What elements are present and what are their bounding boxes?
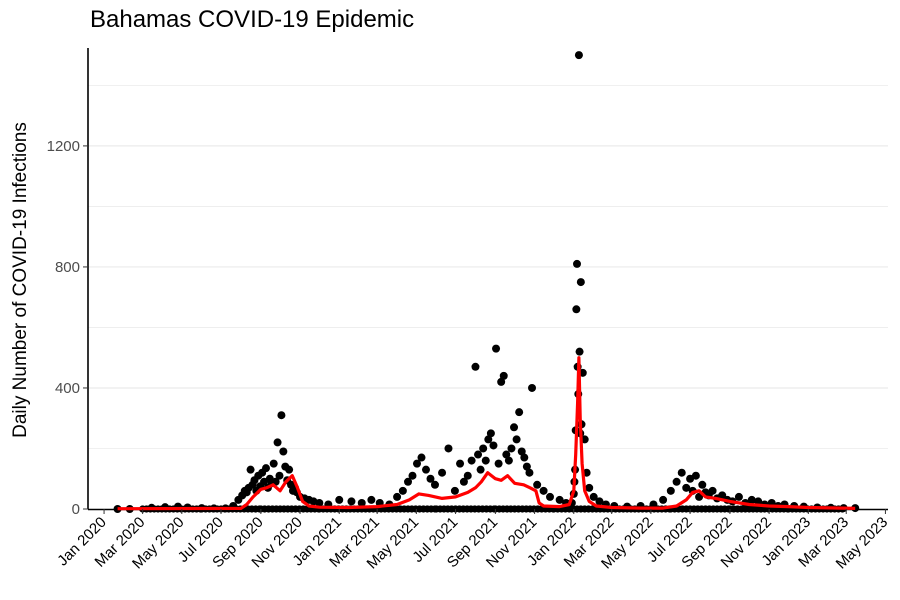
data-point [467, 456, 476, 465]
data-point [393, 492, 402, 501]
data-point [471, 362, 480, 371]
data-point [677, 468, 686, 477]
y-tick-label: 0 [72, 501, 80, 518]
data-point [261, 464, 270, 473]
data-point [450, 486, 459, 495]
data-point [459, 477, 468, 486]
data-point [367, 495, 376, 504]
data-point [533, 480, 542, 489]
data-point [404, 477, 412, 486]
data-point [698, 480, 707, 489]
data-point [504, 456, 513, 465]
data-point [335, 495, 344, 504]
y-tick-label: 800 [55, 259, 80, 276]
data-point [463, 471, 472, 480]
data-point [718, 491, 727, 500]
data-point [851, 504, 860, 513]
data-point [539, 486, 548, 495]
data-point [494, 459, 503, 468]
data-point [277, 411, 286, 420]
data-point [510, 423, 519, 432]
data-point [512, 435, 521, 444]
data-point [315, 498, 324, 507]
data-points [113, 51, 860, 513]
data-point [421, 465, 430, 474]
y-tick-label: 400 [55, 380, 80, 397]
data-point [595, 497, 604, 506]
data-point [438, 468, 447, 477]
data-point [497, 377, 506, 386]
data-point [666, 486, 675, 495]
data-point [347, 497, 356, 506]
data-point [734, 492, 743, 501]
data-point [691, 471, 700, 480]
data-point [408, 471, 417, 480]
smooth-line-layer [117, 356, 856, 511]
data-point [357, 498, 366, 507]
data-point [502, 450, 511, 459]
data-point [398, 486, 407, 495]
data-point [574, 51, 583, 60]
data-point [492, 344, 501, 353]
data-point [589, 492, 598, 501]
data-point [246, 465, 255, 474]
data-point [489, 441, 498, 450]
data-point [572, 305, 581, 314]
gridlines [88, 84, 888, 449]
data-point [412, 459, 421, 468]
smooth-line [117, 356, 856, 511]
data-point [747, 495, 756, 504]
data-point [672, 477, 681, 486]
data-point [522, 462, 531, 471]
chart-title: Bahamas COVID-19 Epidemic [90, 6, 415, 33]
data-point [499, 371, 508, 380]
data-point [575, 347, 584, 356]
y-tick-label: 1200 [47, 138, 80, 155]
data-point [479, 444, 488, 453]
data-point [444, 444, 453, 453]
data-point [474, 450, 483, 459]
data-point [426, 474, 435, 483]
data-point [515, 408, 524, 417]
data-point [285, 465, 294, 474]
data-point [555, 495, 564, 504]
data-point [417, 453, 426, 462]
data-point [279, 447, 288, 456]
data-point [273, 438, 282, 447]
data-point [113, 505, 122, 513]
data-point [507, 444, 516, 453]
data-point [430, 480, 439, 489]
data-point [528, 383, 537, 392]
data-point [520, 453, 529, 462]
data-point [476, 465, 485, 474]
data-point [659, 495, 668, 504]
data-point [269, 459, 278, 468]
data-point [572, 259, 581, 268]
data-point [682, 483, 691, 492]
data-point [481, 456, 490, 465]
data-point [456, 459, 465, 468]
y-axis-title: Daily Number of COVID-19 Infections [10, 122, 31, 438]
data-point [484, 435, 493, 444]
data-point [486, 429, 495, 438]
data-point [585, 483, 594, 492]
data-point [576, 278, 585, 287]
data-point [275, 471, 284, 480]
data-point [546, 492, 555, 501]
data-point [708, 486, 717, 495]
y-axis-ticks: 0 400 800 1200 [47, 138, 88, 518]
data-point [517, 447, 526, 456]
data-point [525, 468, 534, 477]
